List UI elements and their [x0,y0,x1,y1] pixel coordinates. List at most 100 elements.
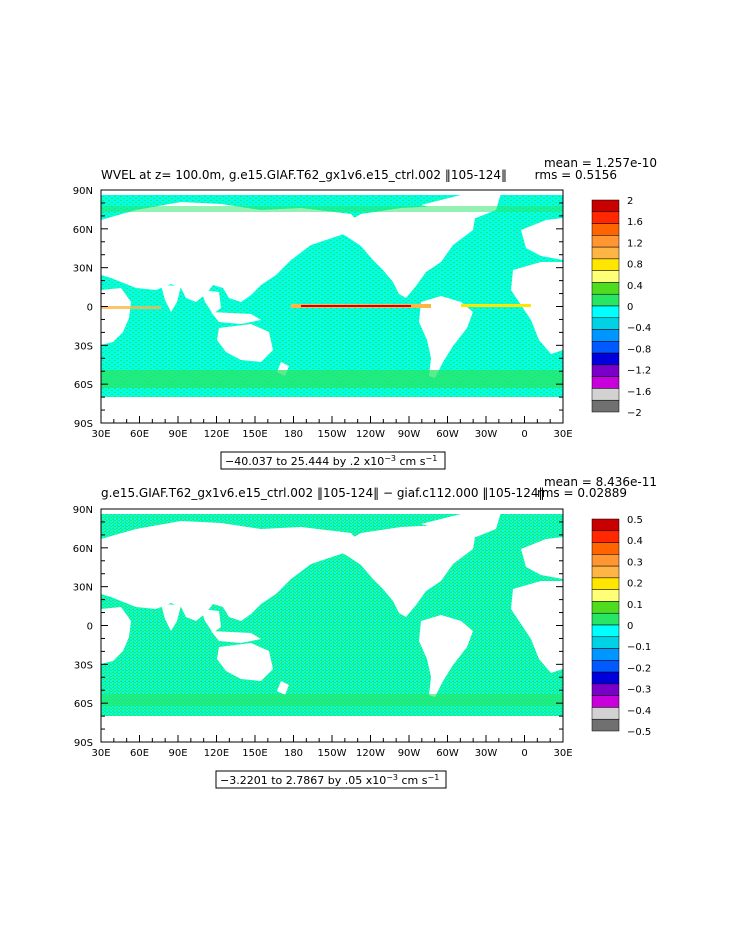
colorbar-box [591,683,620,696]
lon-label: 60W [436,429,459,440]
panel-2-rms: rms = 0.02889 [537,486,627,500]
lon-label: 120W [356,429,385,440]
lat-label: 30S [74,660,93,671]
panel-1-lon-axis: 30E 60E 90E 120E 150E 180 150W 120W 90W 60W 30W 0 30… [91,416,573,440]
lon-label: 0 [521,429,527,440]
colorbar-label: −0.3 [627,685,651,696]
colorbar-label: −1.2 [627,366,651,377]
lat-label: 90S [74,419,93,430]
panel-2-range-box: −3.2201 to 2.7867 by .05 x10−3 cm s−1 [215,770,447,789]
lat-label: 90N [73,505,93,516]
lon-label: 120E [204,748,229,759]
panel-2-colorbar: 0.5 0.4 0.3 0.2 0.1 0 −0.1 −0.2 −0.3 −0.4 −0.5 [591,515,651,738]
lat-label: 30N [73,264,93,275]
lon-label: 30W [475,429,498,440]
colorbar-box [591,518,620,532]
panel-1-lat-axis: 90N 60N 30N 0 30S 60S 90S [73,186,563,430]
lon-label: 60E [130,429,149,440]
colorbar-label: 0.1 [627,600,643,611]
colorbar-box [591,554,620,567]
colorbar-label: 0.2 [627,579,643,590]
lat-label: 60N [73,225,93,236]
lon-label: 90W [398,429,421,440]
svg-text:−40.037 to 25.444 by .2 x10−3: −40.037 to 25.444 by .2 x10−3 cm s−1 [225,454,437,468]
svg-text:−3.2201 to 2.7867 by .05 x10−3: −3.2201 to 2.7867 by .05 x10−3 cm s−1 [220,773,439,787]
panel-2-map [101,509,563,742]
colorbar-box [591,695,620,708]
panel-1-colorbar: 2 1.6 1.2 0.8 0.4 0 −0.4 −0.8 −1.2 −1.6 −2 [591,196,651,419]
panel-2-lon-axis: 30E 60E 90E 120E 150E 180 150W 120W 90W 60W 30W 0 30… [91,735,573,759]
colorbar-box [591,660,620,673]
colorbar-label: −0.4 [627,323,651,334]
lon-label: 180 [284,748,303,759]
colorbar-label: 1.6 [627,217,643,228]
colorbar-box [591,565,620,579]
colorbar-label: −2 [627,408,642,419]
panel-2-title: g.e15.GIAF.T62_gx1v6.e15_ctrl.002 ‖105-1… [101,486,544,500]
colorbar-label: −0.8 [627,344,651,355]
lon-label: 180 [284,429,303,440]
lat-label: 60S [74,380,93,391]
colorbar-box [591,648,620,661]
panel-2-range-units-exp: −1 [428,773,440,782]
lon-label: 60E [130,748,149,759]
lon-label: 30E [91,748,110,759]
colorbar-box [591,364,620,377]
panel-1-range-exp: −3 [384,454,396,463]
lon-label: 150E [242,748,267,759]
colorbar-label: −0.5 [627,727,651,738]
lat-label: 0 [87,622,93,633]
colorbar-box [591,293,620,307]
panel-1-range-units: cm s [396,455,426,468]
colorbar-label: 0.4 [627,281,643,292]
panel-2-range-exp: −3 [386,773,398,782]
colorbar-box [591,577,620,590]
colorbar-box [591,399,620,413]
colorbar-box [591,258,620,271]
colorbar-box [591,317,620,330]
colorbar-box [591,223,620,236]
lat-label: 60N [73,544,93,555]
colorbar-box [591,601,620,614]
colorbar-box [591,542,620,555]
colorbar-box [591,352,620,366]
panel-1-map [101,190,563,423]
colorbar-box [591,589,620,602]
colorbar-label: 0.4 [627,536,643,547]
colorbar-box [591,246,620,260]
colorbar-box [591,707,620,720]
colorbar-label: −0.4 [627,706,651,717]
colorbar-label: −0.2 [627,663,651,674]
colorbar-box [591,235,620,248]
colorbar-box [591,329,620,342]
lon-label: 60W [436,748,459,759]
panel-2: g.e15.GIAF.T62_gx1v6.e15_ctrl.002 ‖105-1… [73,475,657,789]
colorbar-box [591,388,620,401]
lon-label: 150W [318,748,347,759]
lon-label: 90W [398,748,421,759]
lat-label: 60S [74,699,93,710]
colorbar-box [591,270,620,283]
lon-label: 90E [168,748,187,759]
panel-2-mean: mean = 8.436e-11 [544,475,657,489]
lat-label: 90N [73,186,93,197]
lon-label: 30E [553,748,572,759]
colorbar-box [591,636,620,649]
colorbar-box [591,199,620,213]
colorbar-box [591,624,620,638]
panel-1-range-text: −40.037 to 25.444 by .2 x10 [225,455,384,468]
colorbar-box [591,612,620,626]
panel-1: WVEL at z= 100.0m, g.e15.GIAF.T62_gx1v6.… [73,156,657,470]
colorbar-label: −1.6 [627,387,651,398]
colorbar-label: 0.3 [627,557,643,568]
panel-1-rms: rms = 0.5156 [535,168,617,182]
lon-label: 90E [168,429,187,440]
lat-label: 30N [73,583,93,594]
lat-label: 30S [74,341,93,352]
panel-2-lat-axis: 90N 60N 30N 0 30S 60S 90S [73,505,563,749]
lon-label: 150E [242,429,267,440]
colorbar-box [591,376,620,389]
colorbar-box [591,718,620,732]
lon-label: 0 [521,748,527,759]
